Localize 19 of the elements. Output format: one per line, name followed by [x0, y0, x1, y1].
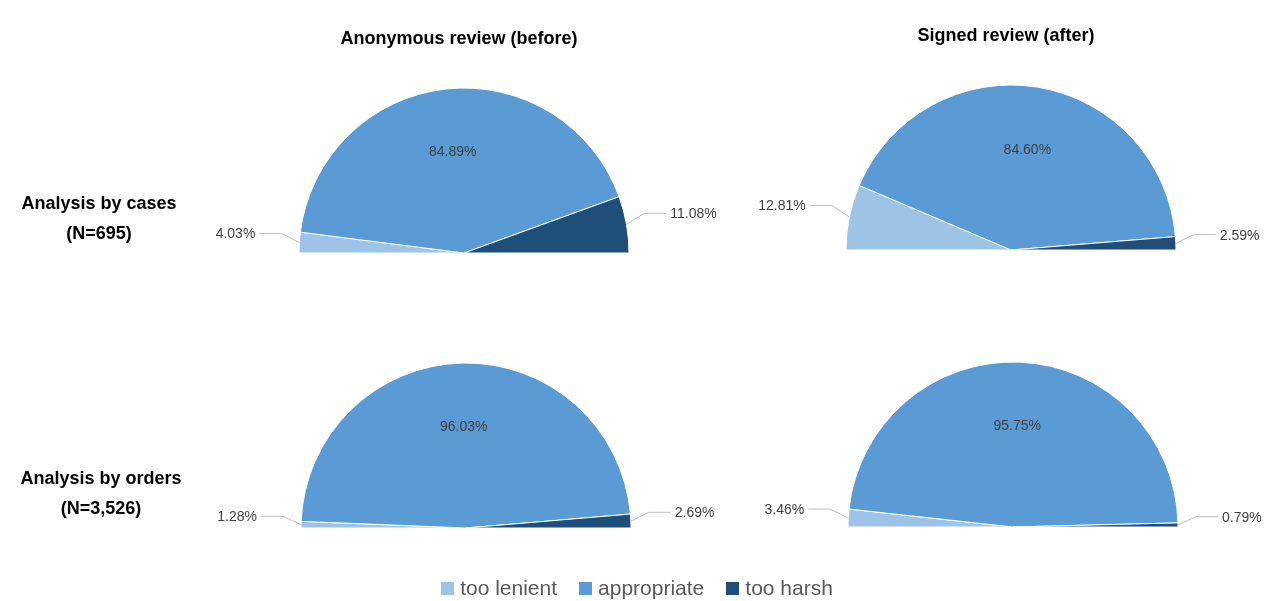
data-label: 3.46% [764, 501, 805, 518]
data-label: 95.75% [993, 416, 1042, 433]
data-label: 2.69% [674, 504, 715, 521]
legend-label: appropriate [598, 576, 705, 600]
data-label: 0.79% [1221, 508, 1262, 525]
data-label: 96.03% [439, 417, 488, 434]
data-label: 84.89% [428, 143, 477, 160]
chart-title: Anonymous review (before) [339, 28, 579, 49]
data-label: 12.81% [758, 197, 806, 214]
data-label: 1.28% [217, 508, 258, 525]
chart-title: Signed review (after) [916, 25, 1096, 46]
text: Analysis by orders (N=3,526) [19, 467, 183, 520]
data-label: 84.60% [1003, 141, 1052, 158]
legend-label: too lenient [460, 576, 558, 600]
data-label: 2.59% [1219, 226, 1260, 243]
data-label: 11.08% [670, 205, 717, 222]
text: Analysis by cases (N=695) [20, 192, 178, 245]
data-label: 4.03% [215, 225, 256, 242]
legend-label: too harsh [745, 576, 833, 600]
